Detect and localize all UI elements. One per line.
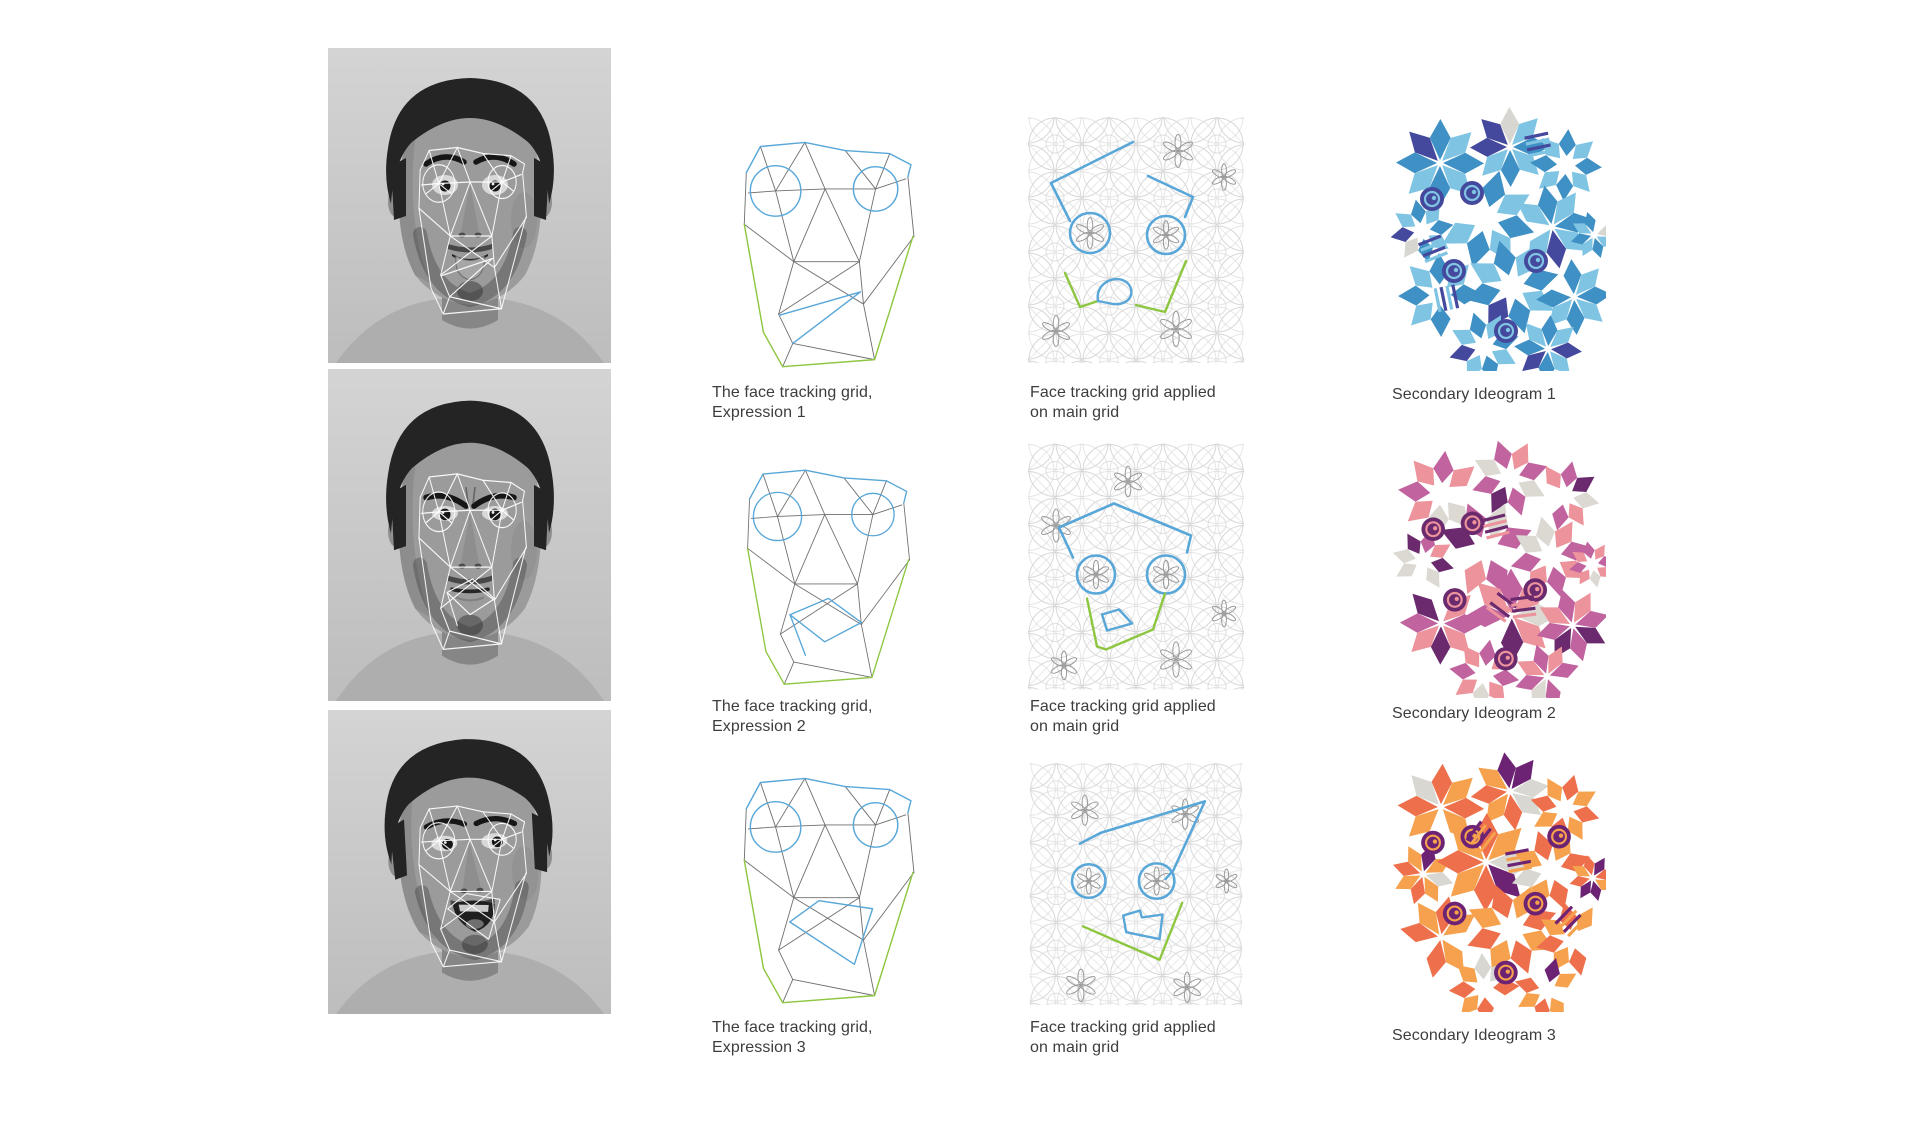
caption-line-1: The face tracking grid, [712, 1019, 873, 1036]
caption-ideogram-2: Secondary Ideogram 2 [1392, 705, 1556, 722]
photo-tracking-grid [418, 473, 527, 650]
pattern-face-overlay [1070, 800, 1207, 961]
main-grid-2-svg [1028, 443, 1244, 690]
pattern-accent-flowers [1042, 134, 1237, 348]
caption-line-1: Face tracking grid applied [1030, 698, 1216, 715]
pattern-face-overlay [1049, 140, 1195, 314]
portrait-photo-2-svg [328, 369, 611, 701]
caption-applied-grid-1: Face tracking grid applied on main grid [1030, 383, 1280, 423]
face-tracking-grid-3 [716, 755, 918, 1010]
face-grid-1-svg [743, 141, 915, 368]
caption-ideogram-3: Secondary Ideogram 3 [1392, 1027, 1556, 1044]
pattern-face-overlay [1057, 502, 1193, 651]
pattern-accent-flowers [1041, 465, 1237, 681]
caption-face-grid-3: The face tracking grid, Expression 3 [712, 1018, 962, 1058]
caption-applied-grid-2: Face tracking grid applied on main grid [1030, 697, 1280, 737]
face-grid-2-svg [746, 469, 910, 685]
grid-on-main-pattern-3 [1028, 763, 1244, 1005]
caption-line-2: Expression 2 [712, 718, 806, 735]
secondary-ideogram-2 [1388, 435, 1606, 698]
secondary-ideogram-1 [1388, 103, 1606, 371]
face-grid-3-svg [743, 777, 915, 1004]
caption-line-2: on main grid [1030, 1039, 1120, 1056]
ideogram-mosaic [1390, 107, 1606, 371]
photo-tracking-grid [418, 146, 527, 315]
main-grid-3-svg [1029, 763, 1243, 1005]
caption-line-2: on main grid [1030, 404, 1120, 421]
main-grid-1-svg [1028, 117, 1244, 363]
caption-line-2: Expression 1 [712, 404, 806, 421]
face-grid-wireframe [743, 141, 915, 368]
ideogram-1-svg [1390, 107, 1606, 371]
photo-tracking-grid [418, 805, 527, 968]
portrait-photo-expression-3 [328, 710, 611, 1014]
portrait-photo-expression-2 [328, 369, 611, 701]
caption-line-2: on main grid [1030, 718, 1120, 735]
caption-line-1: The face tracking grid, [712, 698, 873, 715]
portrait-photo-3-svg [328, 710, 611, 1014]
portrait-head [386, 400, 554, 643]
face-tracking-grid-2 [716, 449, 918, 690]
caption-face-grid-2: The face tracking grid, Expression 2 [712, 697, 962, 737]
ideogram-mosaic [1392, 752, 1606, 1012]
portrait-head [384, 739, 553, 961]
face-grid-wireframe [746, 469, 910, 685]
ideogram-mosaic [1392, 440, 1606, 698]
face-grid-wireframe [743, 777, 915, 1004]
grid-on-main-pattern-1 [1028, 117, 1244, 363]
ideogram-2-svg [1392, 440, 1606, 698]
caption-line-1: Face tracking grid applied [1030, 384, 1216, 401]
ideogram-3-svg [1392, 752, 1606, 1012]
caption-applied-grid-3: Face tracking grid applied on main grid [1030, 1018, 1280, 1058]
caption-ideogram-1: Secondary Ideogram 1 [1392, 386, 1556, 403]
caption-line-1: Face tracking grid applied [1030, 1019, 1216, 1036]
secondary-ideogram-3 [1388, 748, 1606, 1012]
portrait-photo-1-svg [328, 48, 611, 363]
caption-line-1: The face tracking grid, [712, 384, 873, 401]
caption-face-grid-1: The face tracking grid, Expression 1 [712, 383, 962, 423]
pattern-accent-flowers [1066, 794, 1238, 1003]
caption-line-2: Expression 3 [712, 1039, 806, 1056]
grid-on-main-pattern-2 [1028, 443, 1244, 690]
portrait-photo-expression-1 [328, 48, 611, 363]
face-tracking-grid-1 [716, 118, 918, 375]
